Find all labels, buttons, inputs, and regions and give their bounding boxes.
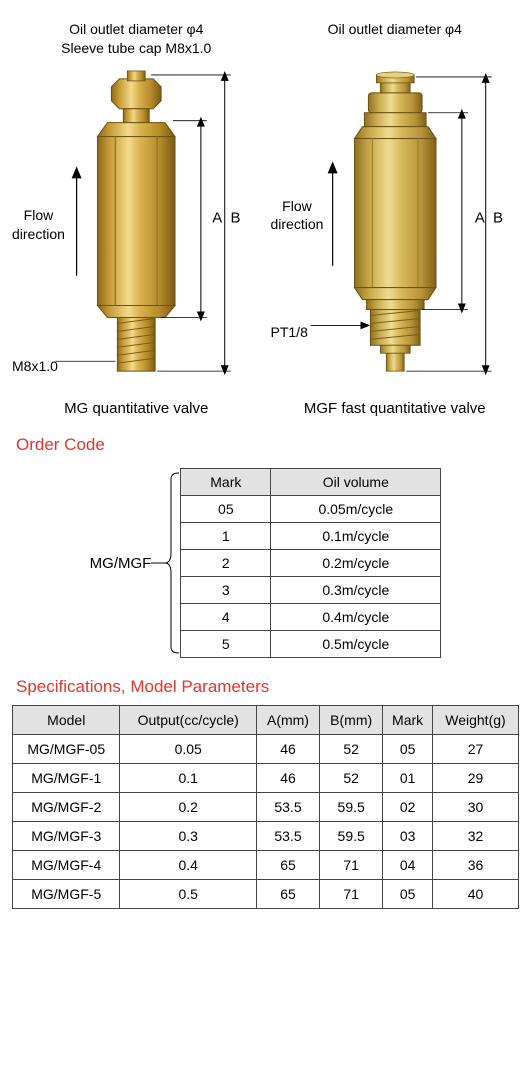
table-cell: MG/MGF-05 [13,735,120,764]
mgf-dim-labels: A B [475,209,505,226]
table-cell: 52 [320,764,383,793]
table-cell: 0.5m/cycle [271,631,441,658]
order-code-block: MG/MGF MarkOil volume 050.05m/cycle10.1m… [12,463,519,663]
mgf-top-labels: Oil outlet diameter φ4 [271,20,520,60]
mg-flow-label: Flow direction [12,206,65,242]
table-row: MG/MGF-20.253.559.50230 [13,793,519,822]
table-row: MG/MGF-30.353.559.50332 [13,822,519,851]
table-row: MG/MGF-40.465710436 [13,851,519,880]
table-cell: MG/MGF-4 [13,851,120,880]
table-cell: 2 [181,550,271,577]
order-code-prefix: MG/MGF [90,555,152,572]
table-cell: 5 [181,631,271,658]
table-cell: 0.5 [120,880,256,909]
table-cell: 1 [181,523,271,550]
table-row: MG/MGF-50.565710540 [13,880,519,909]
mg-top-line2: Sleeve tube cap M8x1.0 [12,39,261,58]
mg-thread-label: M8x1.0 [12,358,58,374]
table-cell: 3 [181,577,271,604]
table-cell: 05 [383,880,433,909]
mg-caption: MG quantitative valve [12,400,261,417]
diagrams-row: Oil outlet diameter φ4 Sleeve tube cap M… [12,20,519,417]
table-cell: 0.2 [120,793,256,822]
spec-col-header: Weight(g) [432,706,518,735]
table-cell: 46 [256,735,319,764]
table-cell: 05 [181,496,271,523]
mg-valve-area: Flow direction A B M8x1.0 [12,66,261,396]
table-cell: 01 [383,764,433,793]
table-cell: 53.5 [256,793,319,822]
table-cell: 0.05m/cycle [271,496,441,523]
specs-title: Specifications, Model Parameters [16,677,519,697]
diagram-mg: Oil outlet diameter φ4 Sleeve tube cap M… [12,20,261,417]
table-cell: 59.5 [320,793,383,822]
table-row: 40.4m/cycle [181,604,441,631]
table-row: MG/MGF-050.0546520527 [13,735,519,764]
table-cell: 0.2m/cycle [271,550,441,577]
table-cell: 46 [256,764,319,793]
table-cell: 0.3m/cycle [271,577,441,604]
table-cell: 52 [320,735,383,764]
mgf-top-line1: Oil outlet diameter φ4 [271,20,520,39]
table-cell: MG/MGF-1 [13,764,120,793]
table-cell: 30 [432,793,518,822]
table-cell: 0.05 [120,735,256,764]
spec-col-header: B(mm) [320,706,383,735]
table-cell: 59.5 [320,822,383,851]
table-cell: 27 [432,735,518,764]
mg-top-labels: Oil outlet diameter φ4 Sleeve tube cap M… [12,20,261,60]
table-cell: 0.3 [120,822,256,851]
table-cell: 4 [181,604,271,631]
table-cell: 71 [320,880,383,909]
table-cell: 05 [383,735,433,764]
order-col-header: Oil volume [271,469,441,496]
table-row: 050.05m/cycle [181,496,441,523]
table-cell: 02 [383,793,433,822]
table-cell: MG/MGF-3 [13,822,120,851]
order-col-header: Mark [181,469,271,496]
table-cell: 29 [432,764,518,793]
spec-col-header: Output(cc/cycle) [120,706,256,735]
table-cell: 04 [383,851,433,880]
spec-col-header: Mark [383,706,433,735]
mg-top-line1: Oil outlet diameter φ4 [12,20,261,39]
table-cell: MG/MGF-5 [13,880,120,909]
table-cell: 0.4 [120,851,256,880]
mgf-caption: MGF fast quantitative valve [271,400,520,417]
table-row: MG/MGF-10.146520129 [13,764,519,793]
table-cell: 03 [383,822,433,851]
specs-table: ModelOutput(cc/cycle)A(mm)B(mm)MarkWeigh… [12,705,519,909]
mgf-valve-area: Flow direction A B PT1/8 [271,66,520,396]
table-row: 30.3m/cycle [181,577,441,604]
table-cell: 0.1m/cycle [271,523,441,550]
spec-col-header: A(mm) [256,706,319,735]
table-row: 10.1m/cycle [181,523,441,550]
mgf-flow-label: Flow direction [271,196,324,232]
mgf-thread-label: PT1/8 [271,324,308,340]
table-cell: 65 [256,880,319,909]
table-cell: 32 [432,822,518,851]
table-cell: 36 [432,851,518,880]
mg-dim-labels: A B [212,209,242,226]
table-cell: 0.1 [120,764,256,793]
table-row: 20.2m/cycle [181,550,441,577]
table-cell: 40 [432,880,518,909]
table-cell: MG/MGF-2 [13,793,120,822]
spec-col-header: Model [13,706,120,735]
bracket-icon [151,463,181,663]
table-cell: 65 [256,851,319,880]
table-cell: 71 [320,851,383,880]
order-code-table: MarkOil volume 050.05m/cycle10.1m/cycle2… [180,468,441,658]
table-cell: 53.5 [256,822,319,851]
table-row: 50.5m/cycle [181,631,441,658]
table-cell: 0.4m/cycle [271,604,441,631]
diagram-mgf: Oil outlet diameter φ4 [271,20,520,417]
order-code-title: Order Code [16,435,519,455]
